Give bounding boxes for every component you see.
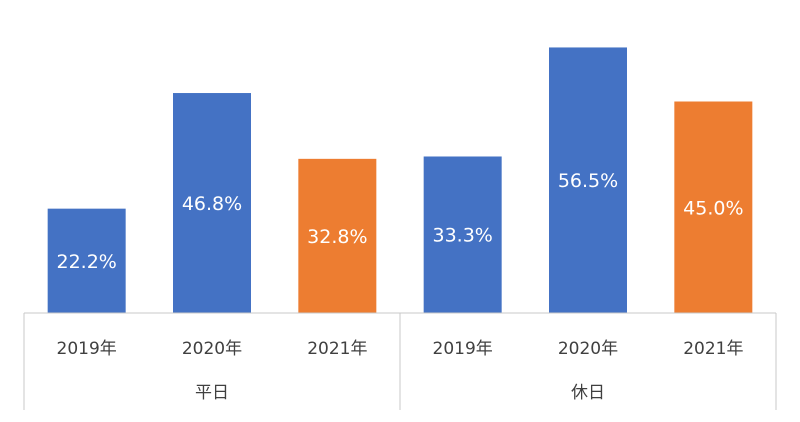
data-label: 33.3% [432,225,492,247]
data-label: 45.0% [683,197,743,219]
data-label: 32.8% [307,226,367,248]
group-label: 休日 [571,383,605,403]
x-tick-label: 2021年 [683,339,743,359]
bar [47,208,126,313]
x-tick-label: 2021年 [307,339,367,359]
bar [549,47,627,313]
bar [423,156,502,313]
x-tick-label: 2019年 [433,339,493,359]
data-label: 22.2% [56,251,116,273]
data-label: 46.8% [182,193,242,215]
bar [674,101,753,313]
data-label: 56.5% [558,170,618,192]
bars-layer: 22.2% 46.8% 32.8% 33.3% 56.5% 45.0% [47,47,753,313]
bar [298,158,377,313]
x-tick-label: 2020年 [182,339,242,359]
x-tick-label: 2019年 [57,339,117,359]
bar [173,93,251,313]
x-tick-label: 2020年 [558,339,618,359]
group-label: 平日 [195,383,229,403]
